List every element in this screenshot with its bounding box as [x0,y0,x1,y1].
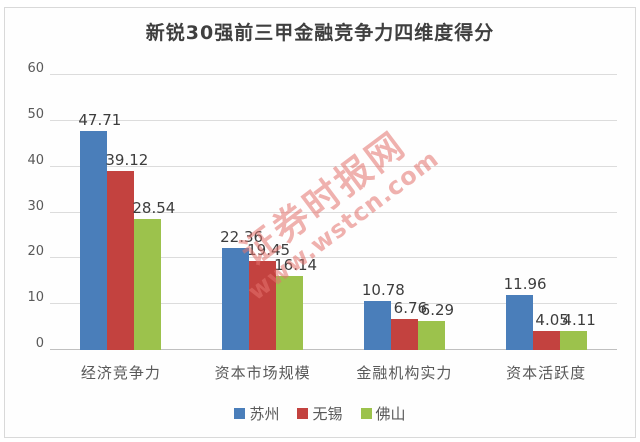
x-category-label: 资本市场规模 [214,364,311,382]
x-category-label: 金融机构实力 [356,364,453,382]
y-tick-label: 60 [27,61,44,76]
bar [505,295,533,350]
gridline [50,119,617,121]
bar-value-label: 16.14 [274,256,318,275]
bar-value-label: 39.12 [105,150,149,169]
bar [390,319,418,350]
bar-value-label: 22.36 [220,227,264,246]
bar-value-label: 4.05 [535,311,569,330]
x-category-label: 资本活跃度 [506,364,587,382]
legend-swatch [234,408,246,419]
bar [249,260,277,350]
legend-item: 佛山 [360,403,406,424]
y-tick-label: 50 [27,106,44,122]
bar [107,170,135,350]
legend-swatch [360,408,372,419]
gridline [50,257,617,259]
y-tick-label: 40 [27,152,44,168]
gridline [50,74,617,75]
bar-value-label: 47.71 [78,111,122,130]
y-tick-label: 30 [27,198,44,214]
legend-label: 苏州 [249,405,280,423]
bar [559,331,587,350]
bar [222,247,250,350]
bar-value-label: 11.96 [503,275,547,294]
bar [532,331,560,350]
bar [363,300,391,350]
gridline [50,165,617,167]
gridline [50,211,617,213]
plot-area: 0 10 20 30 40 50 60 47.71 39.12 28.54 经济竞争力 22.36 19… [27,62,617,382]
legend-label: 无锡 [312,405,343,423]
bar-value-label: 19.45 [247,240,291,259]
bar-value-label: 6.76 [393,299,428,318]
legend-item: 苏州 [234,403,279,424]
bar [80,131,108,350]
legend-label: 佛山 [375,405,406,423]
bar [276,276,304,350]
legend-swatch [297,408,309,419]
y-tick-label: 20 [27,244,44,260]
bar [134,219,162,350]
bar [417,321,445,350]
bar-value-label: 6.29 [420,301,455,320]
legend: 苏州 无锡 佛山 [0,403,640,424]
bar-value-label: 4.11 [562,311,596,330]
x-axis-line [50,349,617,350]
legend-item: 无锡 [297,403,343,424]
gridline [50,303,617,305]
y-tick-label: 0 [35,336,44,351]
bar-value-label: 10.78 [361,280,405,299]
y-tick-label: 10 [27,290,44,306]
chart-title: 新锐30强前三甲金融竞争力四维度得分 [145,22,495,44]
bar-value-label: 28.54 [132,199,176,218]
x-category-label: 经济竞争力 [80,364,161,382]
